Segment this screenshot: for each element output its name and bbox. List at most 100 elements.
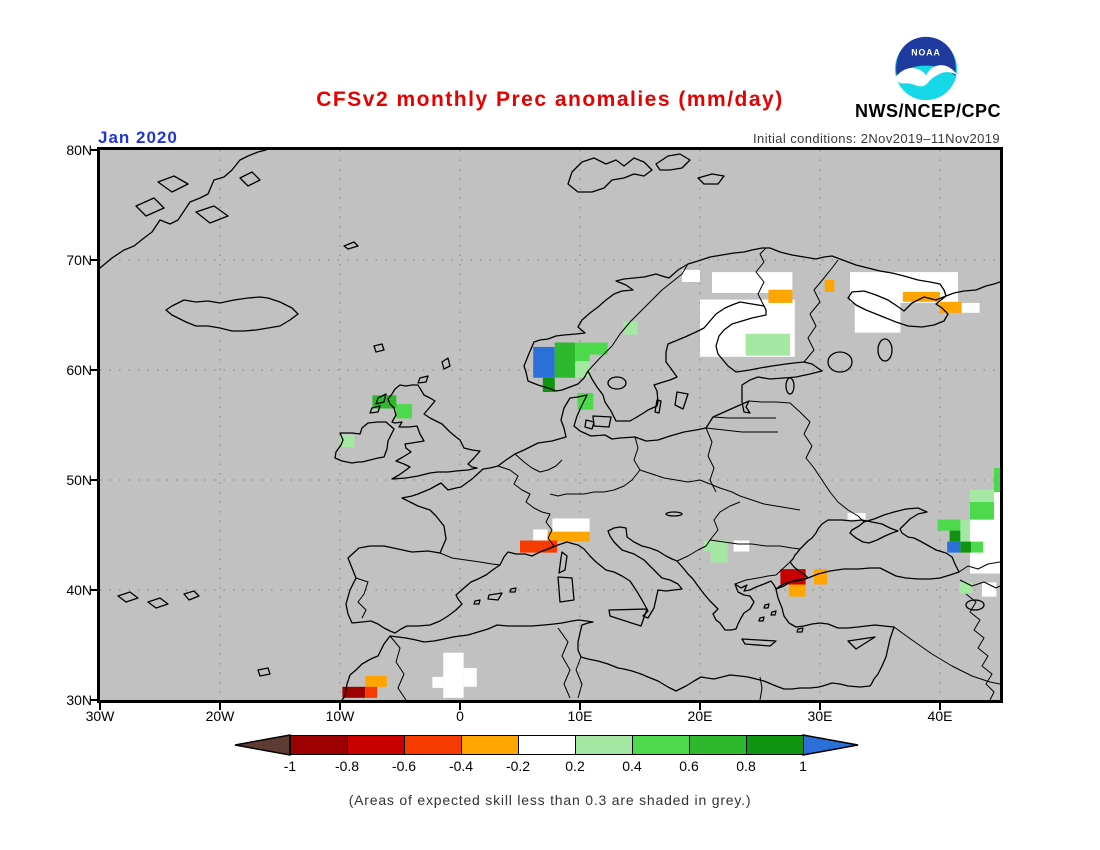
lake-vanern	[607, 376, 627, 390]
anomaly-cell	[824, 279, 835, 292]
anomaly-cell	[554, 342, 576, 378]
colorbar-segment	[746, 735, 804, 755]
anomaly-cell	[533, 346, 555, 378]
anomaly-cell	[396, 404, 412, 419]
colorbar-tick-label: 0.8	[736, 758, 756, 774]
lat-tick-mark	[90, 479, 97, 481]
anomaly-cell	[443, 652, 464, 698]
lon-tick-label: 10E	[567, 708, 593, 724]
forecast-month-label: Jan 2020	[98, 128, 178, 147]
anomaly-cell	[847, 513, 866, 520]
border-danube-belt	[639, 469, 801, 511]
anomaly-cell	[960, 541, 972, 553]
lon-tick-mark	[339, 703, 341, 710]
border-caucasus	[958, 561, 1001, 589]
lake-onega	[877, 338, 893, 362]
coastline-iceland	[165, 296, 299, 332]
lat-tick-mark	[90, 149, 97, 151]
anomaly-cell	[710, 551, 728, 563]
anomaly-cell	[768, 289, 793, 303]
lat-tick-mark	[90, 699, 97, 701]
anomaly-cell	[947, 541, 961, 553]
coastline-islands-med	[473, 551, 876, 650]
colorbar-arrow-right	[802, 734, 859, 756]
lon-tick-label: 0	[456, 708, 464, 724]
anomaly-cell	[623, 321, 638, 335]
coastline-south-europe-africa	[341, 507, 960, 701]
lake-balaton	[665, 511, 683, 517]
coastline-greenland-fragments	[99, 149, 385, 353]
lake-van	[965, 599, 985, 611]
anomaly-cell	[961, 302, 980, 313]
anomaly-cell	[780, 569, 806, 585]
lon-tick-label: 20E	[687, 708, 713, 724]
anomaly-cell	[342, 686, 366, 698]
noaa-logo-text: NOAA	[911, 47, 941, 57]
coastlines	[99, 149, 1001, 701]
lon-tick-label: 30E	[807, 708, 833, 724]
border-north-africa	[389, 627, 763, 701]
colorbar-arrow-left	[234, 734, 291, 756]
anomaly-cell	[365, 675, 387, 687]
anomaly-cell	[712, 272, 793, 293]
anomaly-cell	[902, 291, 940, 302]
anomaly-cell	[575, 361, 590, 378]
anomaly-cell	[589, 342, 608, 355]
anomaly-cell	[533, 529, 548, 541]
lat-tick-label: 40N	[66, 582, 92, 598]
coastline-nw-europe	[401, 247, 1001, 554]
colorbar-segment	[461, 735, 519, 755]
lon-tick-mark	[579, 703, 581, 710]
anomaly-cell	[365, 686, 378, 698]
colorbar-tick-label: -0.8	[334, 758, 360, 774]
colorbar-segment	[518, 735, 576, 755]
lat-tick-label: 80N	[66, 142, 92, 158]
anomaly-cell	[937, 519, 961, 531]
lake-peipus	[785, 377, 795, 395]
initial-conditions-label: Initial conditions: 2Nov2019–11Nov2019	[753, 131, 1000, 146]
border-finland-russia	[803, 259, 839, 363]
lon-tick-mark	[99, 703, 101, 710]
border-ukraine-russia	[789, 402, 865, 523]
colorbar-tick-label: 1	[799, 758, 807, 774]
anomaly-cell	[733, 540, 750, 552]
noaa-logo: NOAA	[894, 36, 958, 101]
colorbar-segment	[290, 735, 348, 755]
colorbar-tick-label: -1	[283, 758, 297, 774]
colorbar-segment	[632, 735, 690, 755]
lat-tick-mark	[90, 259, 97, 261]
colorbar-segment	[689, 735, 747, 755]
anomaly-cell	[960, 530, 970, 542]
border-sweden-finland	[755, 247, 767, 307]
anomaly-cell	[940, 301, 962, 313]
anomaly-cell	[340, 434, 355, 447]
border-poland-ukraine	[705, 427, 717, 493]
anomaly-cell	[971, 541, 984, 553]
colorbar-tick-label: -0.2	[505, 758, 531, 774]
anomaly-cell	[994, 492, 1000, 520]
anomaly-cell	[542, 377, 555, 392]
border-pyrenees	[439, 552, 501, 566]
coastline-ireland	[334, 421, 395, 464]
lat-tick-label: 60N	[66, 362, 92, 378]
coastline-islands-baltic	[117, 357, 689, 677]
border-portugal-spain	[355, 577, 369, 619]
anomaly-cell	[788, 584, 806, 597]
lon-tick-label: 10W	[325, 708, 355, 724]
anomaly-cell	[949, 530, 961, 542]
coastline-svalbard	[567, 153, 725, 193]
anomaly-cell	[575, 342, 590, 362]
colorbar-segment	[347, 735, 405, 755]
anomaly-cell	[959, 582, 973, 594]
colorbar-tick-label: -0.4	[448, 758, 474, 774]
colorbar-tick-label: 0.6	[679, 758, 699, 774]
lon-tick-mark	[219, 703, 221, 710]
map-canvas	[99, 149, 1001, 701]
border-norway-sweden	[587, 263, 689, 372]
anomaly-cell	[960, 519, 970, 531]
border-baltics	[705, 400, 791, 433]
border-benelux-germany	[514, 453, 563, 473]
lat-tick-mark	[90, 369, 97, 371]
anomaly-cell	[994, 467, 1000, 493]
noaa-logo-gull-icon	[894, 65, 958, 87]
